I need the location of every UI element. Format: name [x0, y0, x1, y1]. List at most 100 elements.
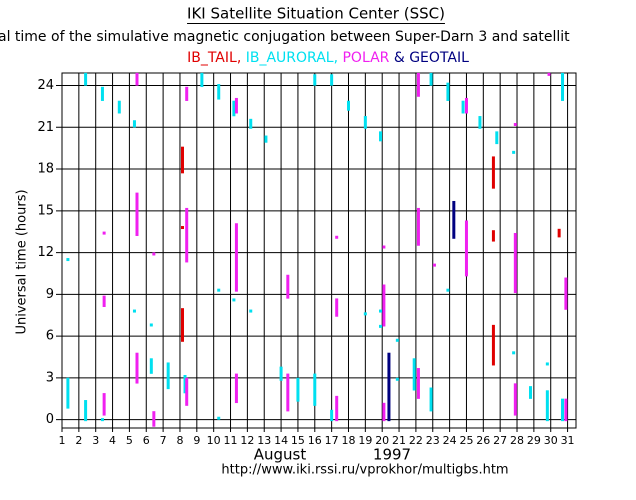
interval-mark: [149, 358, 153, 374]
interval-mark: [180, 226, 184, 230]
interval-mark: [545, 362, 549, 366]
interval-mark: [528, 386, 532, 399]
interval-mark: [152, 252, 156, 256]
interval-mark: [200, 72, 204, 88]
x-tick-label: 28: [510, 434, 524, 447]
interval-mark: [249, 309, 253, 313]
interval-mark: [557, 228, 561, 238]
interval-mark: [446, 82, 450, 101]
interval-mark: [102, 393, 106, 416]
interval-mark: [234, 97, 238, 114]
y-tick-label: 24: [37, 78, 54, 93]
x-tick-label: 23: [426, 434, 440, 447]
interval-mark: [135, 352, 139, 384]
x-tick-label: 30: [544, 434, 558, 447]
x-tick-label: 5: [126, 434, 133, 447]
x-tick-label: 25: [459, 434, 473, 447]
interval-mark: [379, 309, 383, 313]
interval-mark: [464, 220, 468, 277]
interval-mark: [379, 131, 383, 142]
legend: IB_TAIL, IB_AURORAL, POLAR & GEOTAIL: [187, 50, 469, 66]
legend-joiner: ,: [237, 50, 246, 66]
x-axis-label: August: [254, 446, 307, 464]
interval-mark: [491, 230, 495, 242]
interval-mark: [346, 100, 350, 111]
legend-entry: IB_AURORAL: [246, 50, 334, 66]
y-axis-label: Universal time (hours): [15, 189, 30, 334]
plot-frame: [61, 72, 577, 429]
interval-mark: [234, 373, 238, 404]
interval-mark: [100, 86, 104, 101]
interval-mark: [84, 400, 88, 422]
interval-mark: [84, 72, 88, 86]
interval-mark: [412, 358, 416, 391]
interval-mark: [217, 416, 221, 420]
interval-mark: [432, 263, 436, 267]
x-tick-label: 1: [59, 434, 66, 447]
interval-mark: [232, 298, 236, 302]
legend-joiner: ,: [334, 50, 343, 66]
interval-mark: [279, 366, 283, 381]
y-tick-label: 21: [37, 120, 54, 135]
interval-mark: [452, 200, 456, 239]
interval-mark: [395, 377, 399, 381]
interval-mark: [363, 116, 367, 129]
interval-mark: [185, 86, 189, 101]
x-tick-label: 18: [341, 434, 355, 447]
x-tick-label: 12: [240, 434, 254, 447]
interval-mark: [330, 409, 334, 422]
interval-mark: [478, 116, 482, 129]
interval-mark: [335, 235, 339, 239]
interval-mark: [429, 72, 433, 86]
interval-mark: [102, 231, 106, 235]
legend-joiner: &: [389, 50, 409, 66]
x-tick-label: 6: [143, 434, 150, 447]
interval-mark: [152, 411, 156, 427]
interval-mark: [264, 135, 268, 143]
legend-entry: IB_TAIL: [187, 50, 237, 66]
interval-mark: [545, 390, 549, 422]
interval-mark: [135, 192, 139, 236]
interval-mark: [382, 402, 386, 422]
interval-mark: [335, 298, 339, 317]
interval-mark: [66, 258, 70, 262]
interval-mark: [491, 156, 495, 189]
x-tick-label: 4: [109, 434, 116, 447]
interval-mark: [180, 146, 184, 174]
x-tick-label: 8: [176, 434, 183, 447]
interval-mark: [513, 383, 517, 416]
interval-mark: [100, 418, 104, 422]
interval-mark: [564, 277, 568, 310]
x-tick-label: 29: [527, 434, 541, 447]
interval-mark: [363, 312, 367, 316]
interval-mark: [232, 100, 236, 117]
legend-entry: GEOTAIL: [409, 50, 469, 66]
interval-mark: [491, 324, 495, 366]
interval-mark: [379, 324, 383, 328]
x-tick-label: 15: [291, 434, 305, 447]
x-tick-label: 9: [193, 434, 200, 447]
interval-mark: [429, 387, 433, 412]
interval-mark: [135, 72, 139, 86]
chart-title: IKI Satellite Situation Center (SSC): [187, 5, 445, 23]
x-tick-label: 16: [308, 434, 322, 447]
x-tick-label: 13: [257, 434, 271, 447]
interval-mark: [132, 309, 136, 313]
interval-mark: [313, 74, 317, 86]
interval-mark: [335, 395, 339, 422]
interval-mark: [512, 351, 516, 355]
interval-mark: [286, 274, 290, 299]
interval-mark: [296, 377, 300, 402]
interval-mark: [387, 352, 391, 422]
interval-mark: [286, 373, 290, 412]
interval-mark: [464, 97, 468, 114]
interval-mark: [561, 398, 565, 422]
x-tick-label: 14: [274, 434, 288, 447]
x-axis-year: 1997: [373, 446, 411, 464]
interval-mark: [149, 323, 153, 327]
x-tick-label: 7: [160, 434, 167, 447]
interval-mark: [416, 368, 420, 399]
x-tick-label: 3: [92, 434, 99, 447]
x-tick-label: 27: [493, 434, 507, 447]
